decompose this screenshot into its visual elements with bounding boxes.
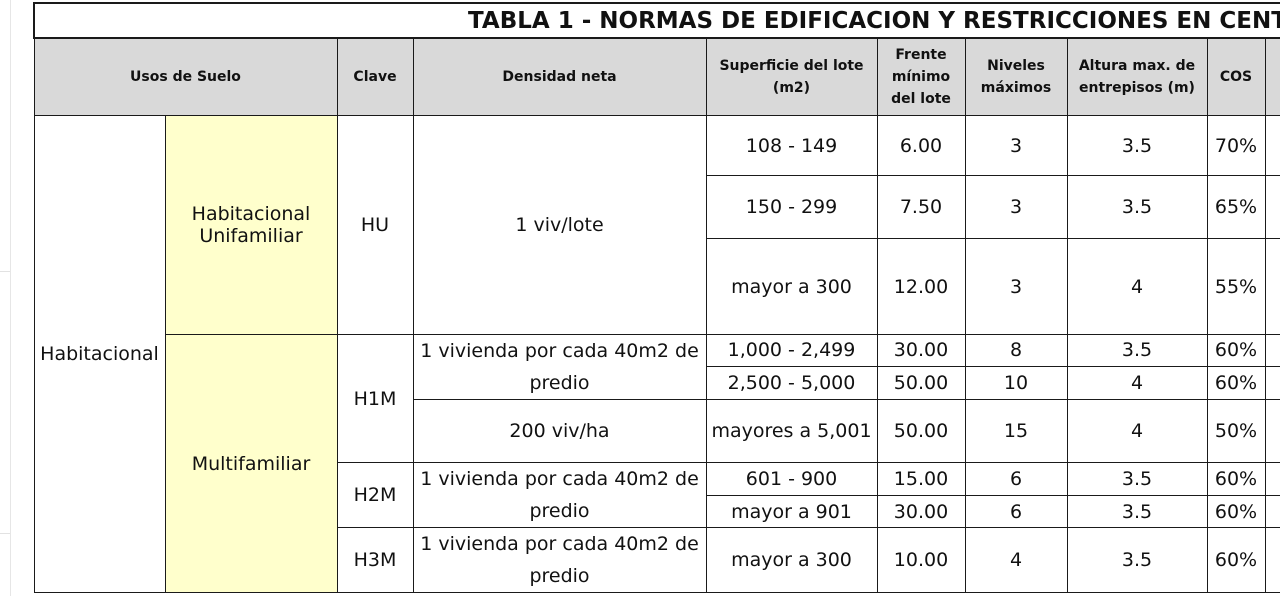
- header-densidad: Densidad neta: [412, 37, 707, 116]
- cell-altura: 4: [1066, 365, 1208, 401]
- group-multifamiliar: Multifamiliar: [164, 334, 338, 593]
- cell-frente: 12.00: [876, 238, 966, 335]
- window-left-border: [10, 0, 11, 596]
- divider-tick: [0, 271, 10, 272]
- header-superficie: Superficie del lote (m2): [705, 37, 878, 116]
- cell-frente: 50.00: [876, 399, 966, 463]
- cell-superficie: 2,500 - 5,000: [705, 365, 878, 401]
- cell-superficie: mayor a 300: [705, 238, 878, 335]
- group-unifamiliar: Habitacional Unifamiliar: [164, 115, 338, 335]
- norms-table: TABLA 1 - NORMAS DE EDIFICACION Y RESTRI…: [33, 2, 1280, 593]
- cell-niveles: 3: [964, 238, 1068, 335]
- cell-cos: 70%: [1206, 115, 1266, 176]
- cell-niveles: 6: [964, 461, 1068, 497]
- cell-altura: 3.5: [1066, 461, 1208, 497]
- table-row: mayor a 300 12.00 3 4 55%: [34, 238, 1280, 335]
- table-row: 200 viv/ha mayores a 5,001 50.00 15 4 50…: [34, 399, 1280, 463]
- cell-cos: 60%: [1206, 365, 1266, 401]
- cell-frente: 7.50: [876, 175, 966, 239]
- cell-frente: 10.00: [876, 527, 966, 593]
- header-usos: Usos de Suelo: [33, 37, 338, 116]
- table-row: mayor a 901 30.00 6 3.5 60%: [34, 495, 1280, 528]
- cell-frente: 30.00: [876, 495, 966, 528]
- cell-overflow: [1264, 175, 1280, 239]
- cell-cos: 55%: [1206, 238, 1266, 335]
- cell-superficie: 601 - 900: [705, 461, 878, 497]
- cell-overflow: [1264, 365, 1280, 401]
- cell-overflow: [1264, 495, 1280, 528]
- densidad-h2m: 1 vivienda por cada 40m2 de predio: [412, 462, 707, 528]
- cell-niveles: 6: [964, 495, 1068, 528]
- cell-niveles: 4: [964, 527, 1068, 593]
- cell-niveles: 3: [964, 115, 1068, 176]
- cell-altura: 4: [1066, 399, 1208, 463]
- header-niveles: Niveles máximos: [964, 37, 1068, 116]
- clave-hu: HU: [336, 115, 414, 335]
- densidad-h1m-b: 200 viv/ha: [412, 399, 707, 463]
- cell-overflow: [1264, 399, 1280, 463]
- clave-h2m: H2M: [336, 462, 414, 528]
- table-row: 150 - 299 7.50 3 3.5 65%: [34, 175, 1280, 239]
- table-title: TABLA 1 - NORMAS DE EDIFICACION Y RESTRI…: [33, 2, 1280, 39]
- cell-overflow: [1264, 334, 1280, 367]
- cell-superficie: 150 - 299: [705, 175, 878, 239]
- divider-tick: [0, 533, 10, 534]
- cell-cos: 60%: [1206, 334, 1266, 367]
- densidad-h3m: 1 vivienda por cada 40m2 de predio: [412, 527, 707, 593]
- cell-altura: 3.5: [1066, 115, 1208, 176]
- cell-cos: 60%: [1206, 495, 1266, 528]
- cell-altura: 3.5: [1066, 334, 1208, 367]
- clave-h3m: H3M: [336, 527, 414, 593]
- cell-niveles: 8: [964, 334, 1068, 367]
- cell-altura: 4: [1066, 238, 1208, 335]
- cell-overflow: [1264, 238, 1280, 335]
- cell-frente: 30.00: [876, 334, 966, 367]
- spreadsheet-view[interactable]: TABLA 1 - NORMAS DE EDIFICACION Y RESTRI…: [33, 2, 1280, 596]
- table-row: Habitacional Habitacional Unifamiliar HU…: [33, 115, 1280, 593]
- table-row: Multifamiliar H1M 1 vivienda por cada 40…: [34, 334, 1280, 593]
- cell-cos: 50%: [1206, 399, 1266, 463]
- densidad-hu: 1 viv/lote: [412, 115, 707, 335]
- cell-frente: 50.00: [876, 365, 966, 401]
- group-habitacional: Habitacional: [33, 115, 166, 593]
- cell-superficie: mayor a 300: [705, 527, 878, 593]
- header-overflow: [1264, 37, 1280, 116]
- cell-altura: 3.5: [1066, 175, 1208, 239]
- header-frente: Frente mínimo del lote: [876, 37, 966, 116]
- cell-superficie: 1,000 - 2,499: [705, 334, 878, 367]
- cell-frente: 6.00: [876, 115, 966, 176]
- cell-superficie: mayor a 901: [705, 495, 878, 528]
- cell-niveles: 3: [964, 175, 1068, 239]
- header-clave: Clave: [336, 37, 414, 116]
- cell-niveles: 10: [964, 365, 1068, 401]
- densidad-h1m-a: 1 vivienda por cada 40m2 de predio: [412, 334, 707, 400]
- cell-superficie: mayores a 5,001: [705, 399, 878, 463]
- cell-superficie: 108 - 149: [705, 115, 878, 176]
- header-cos: COS: [1206, 37, 1266, 116]
- cell-altura: 3.5: [1066, 527, 1208, 593]
- cell-cos: 60%: [1206, 461, 1266, 497]
- clave-h1m: H1M: [336, 334, 414, 463]
- table-row: 2,500 - 5,000 50.00 10 4 60%: [34, 365, 1280, 401]
- cell-overflow: [1264, 461, 1280, 497]
- header-altura: Altura max. de entrepisos (m): [1066, 37, 1208, 116]
- header-row: Usos de Suelo Clave Densidad neta Superf…: [33, 37, 1280, 116]
- cell-cos: 65%: [1206, 175, 1266, 239]
- cell-altura: 3.5: [1066, 495, 1208, 528]
- cell-overflow: [1264, 527, 1280, 593]
- cell-frente: 15.00: [876, 461, 966, 497]
- cell-cos: 60%: [1206, 527, 1266, 593]
- cell-overflow: [1264, 115, 1280, 176]
- table-row: H3M 1 vivienda por cada 40m2 de predio m…: [34, 527, 1280, 593]
- cell-niveles: 15: [964, 399, 1068, 463]
